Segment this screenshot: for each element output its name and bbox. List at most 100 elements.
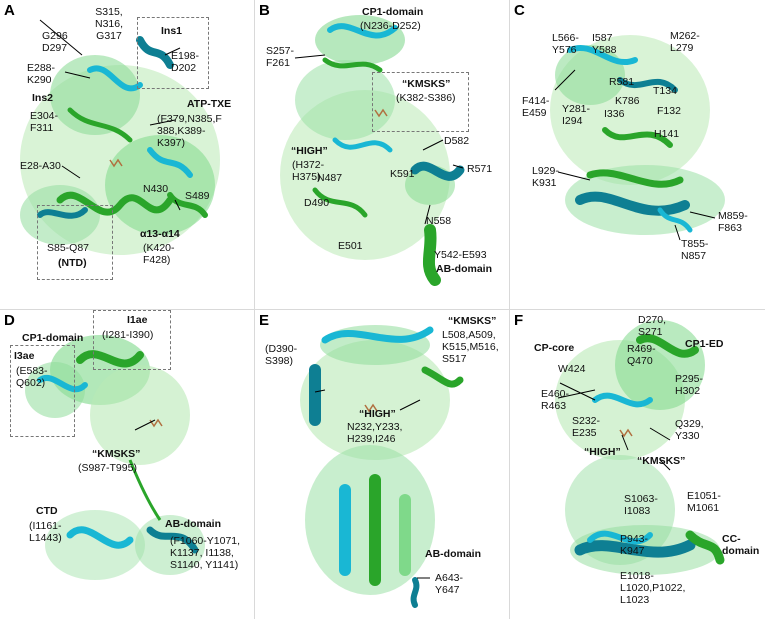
label-a13: α13-α14 xyxy=(140,228,180,240)
label-q329: Q329, Y330 xyxy=(675,418,704,442)
label-i587: I587 Y588 xyxy=(592,32,617,56)
panel-d-structure xyxy=(25,335,205,580)
label-cp1: CP1-domain xyxy=(362,6,424,18)
label-l566: L566- Y576 xyxy=(552,32,579,56)
ntd-box xyxy=(37,205,113,280)
label-high: “HIGH” xyxy=(359,408,396,420)
label-ab: AB-domain xyxy=(165,518,221,530)
panel-a-structure xyxy=(20,19,220,255)
label-d270: D270, S271 xyxy=(638,314,667,338)
panel-e: E “KMSKS” L508,A509, K515,M516, S517 (D3… xyxy=(255,310,509,619)
label-i1161: (I1161- L1443) xyxy=(29,520,62,544)
label-s232: S232- E235 xyxy=(572,415,601,439)
label-kmsks: “KMSKS” xyxy=(637,455,686,467)
label-l929: L929- K931 xyxy=(532,165,559,189)
label-kmsks: “KMSKS” xyxy=(92,448,141,460)
label-h141: H141 xyxy=(654,128,680,140)
label-r571: R571 xyxy=(467,163,493,175)
label-n487: N487 xyxy=(317,172,343,184)
label-k591: K591 xyxy=(390,168,415,180)
label-ntd: (NTD) xyxy=(58,257,87,269)
label-ins2: Ins2 xyxy=(32,92,54,104)
label-e460: E460- R463 xyxy=(541,388,570,412)
panel-f-structure xyxy=(555,320,725,575)
label-s85: S85-Q87 xyxy=(47,242,90,254)
label-s257: S257- F261 xyxy=(266,45,295,69)
label-f1060: (F1060-Y1071, K1137, I1138, S1140, Y1141… xyxy=(170,535,241,571)
i1ae-box xyxy=(93,310,171,370)
i3ae-box xyxy=(10,345,75,437)
label-r469: R469- Q470 xyxy=(627,343,656,367)
label-p943: P943- K947 xyxy=(620,533,649,557)
label-e288: E288- K290 xyxy=(27,62,56,86)
label-e198: E198- D202 xyxy=(171,50,200,74)
panel-c: C L566- Y576 I587 Y588 M262- L279 R581 K… xyxy=(510,0,764,309)
label-f379: (F379,N385,F 388,K389- K397) xyxy=(157,113,222,149)
label-n232: N232,Y233, H239,I246 xyxy=(347,421,403,445)
label-t855: T855- N857 xyxy=(681,238,709,262)
label-m262: M262- L279 xyxy=(670,30,700,54)
label-y281: Y281- I294 xyxy=(562,103,591,127)
label-p295: P295- H302 xyxy=(675,373,704,397)
label-m859: M859- F863 xyxy=(718,210,748,234)
label-cped: CP1-ED xyxy=(685,338,724,350)
label-cp1: CP1-domain xyxy=(22,332,84,344)
label-n236: (N236-D252) xyxy=(360,20,421,32)
label-kmsks: “KMSKS” xyxy=(402,78,451,90)
label-cpcore: CP-core xyxy=(534,342,575,354)
label-g296: G296 D297 xyxy=(42,30,68,54)
label-high: “HIGH” xyxy=(291,145,328,157)
panel-d-letter: D xyxy=(4,312,15,329)
label-l508: L508,A509, K515,M516, S517 xyxy=(442,329,499,365)
label-e583: (E583- Q602) xyxy=(16,365,48,389)
label-atp: ATP-TXE xyxy=(187,98,232,110)
separator-3 xyxy=(0,309,765,310)
panel-e-letter: E xyxy=(259,312,270,329)
panel-e-structure xyxy=(300,325,464,608)
label-ins1: Ins1 xyxy=(161,25,183,37)
label-i3ae: I3ae xyxy=(14,350,35,362)
panel-b: B CP1-domain (N236-D252) S257- F261 “KMS… xyxy=(255,0,509,309)
panel-f-letter: F xyxy=(514,312,524,329)
panel-c-structure xyxy=(550,35,725,241)
ins1-box xyxy=(137,17,209,89)
label-f132: F132 xyxy=(657,105,681,117)
panel-b-structure xyxy=(280,15,465,286)
label-e501: E501 xyxy=(338,240,363,252)
panel-a-letter: A xyxy=(4,2,15,19)
label-r581: R581 xyxy=(609,76,635,88)
label-w424: W424 xyxy=(558,363,586,375)
panel-a: A S315, N316, G317 G296 D297 E288- K290 … xyxy=(0,0,254,309)
label-n430: N430 xyxy=(143,183,169,195)
label-t134: T134 xyxy=(653,85,677,97)
label-kmsks: “KMSKS” xyxy=(448,315,497,327)
label-s987: (S987-T995) xyxy=(78,462,137,474)
label-ab: AB-domain xyxy=(436,263,492,275)
label-i1ae: I1ae xyxy=(127,314,148,326)
label-d490: D490 xyxy=(304,197,330,209)
label-s315: S315, N316, G317 xyxy=(95,6,124,42)
label-h372: (H372- H375) xyxy=(292,159,325,183)
label-i336: I336 xyxy=(604,108,625,120)
panel-b-letter: B xyxy=(259,2,270,19)
label-k786: K786 xyxy=(615,95,640,107)
panel-d: D I1ae (I281-I390) CP1-domain I3ae (E583… xyxy=(0,310,254,619)
label-cc: CC- domain xyxy=(722,533,760,557)
label-y542: Y542-E593 xyxy=(434,249,487,261)
panel-f: F D270, S271 CP-core CP1-ED R469- Q470 W… xyxy=(510,310,764,619)
label-e304: E304- F311 xyxy=(30,110,59,134)
label-high: “HIGH” xyxy=(584,446,621,458)
panel-c-letter: C xyxy=(514,2,525,19)
label-ctd: CTD xyxy=(36,505,58,517)
label-i281: (I281-I390) xyxy=(102,329,154,341)
kmsks-box xyxy=(372,72,469,132)
label-f414: F414- E459 xyxy=(522,95,550,119)
label-s1063: S1063- I1083 xyxy=(624,493,658,517)
label-k382: (K382-S386) xyxy=(396,92,456,104)
label-d390: (D390- S398) xyxy=(265,343,298,367)
label-a643: A643- Y647 xyxy=(435,572,464,596)
label-e28: E28-A30 xyxy=(20,160,61,172)
label-s489: S489 xyxy=(185,190,210,202)
label-k420: (K420- F428) xyxy=(143,242,175,266)
